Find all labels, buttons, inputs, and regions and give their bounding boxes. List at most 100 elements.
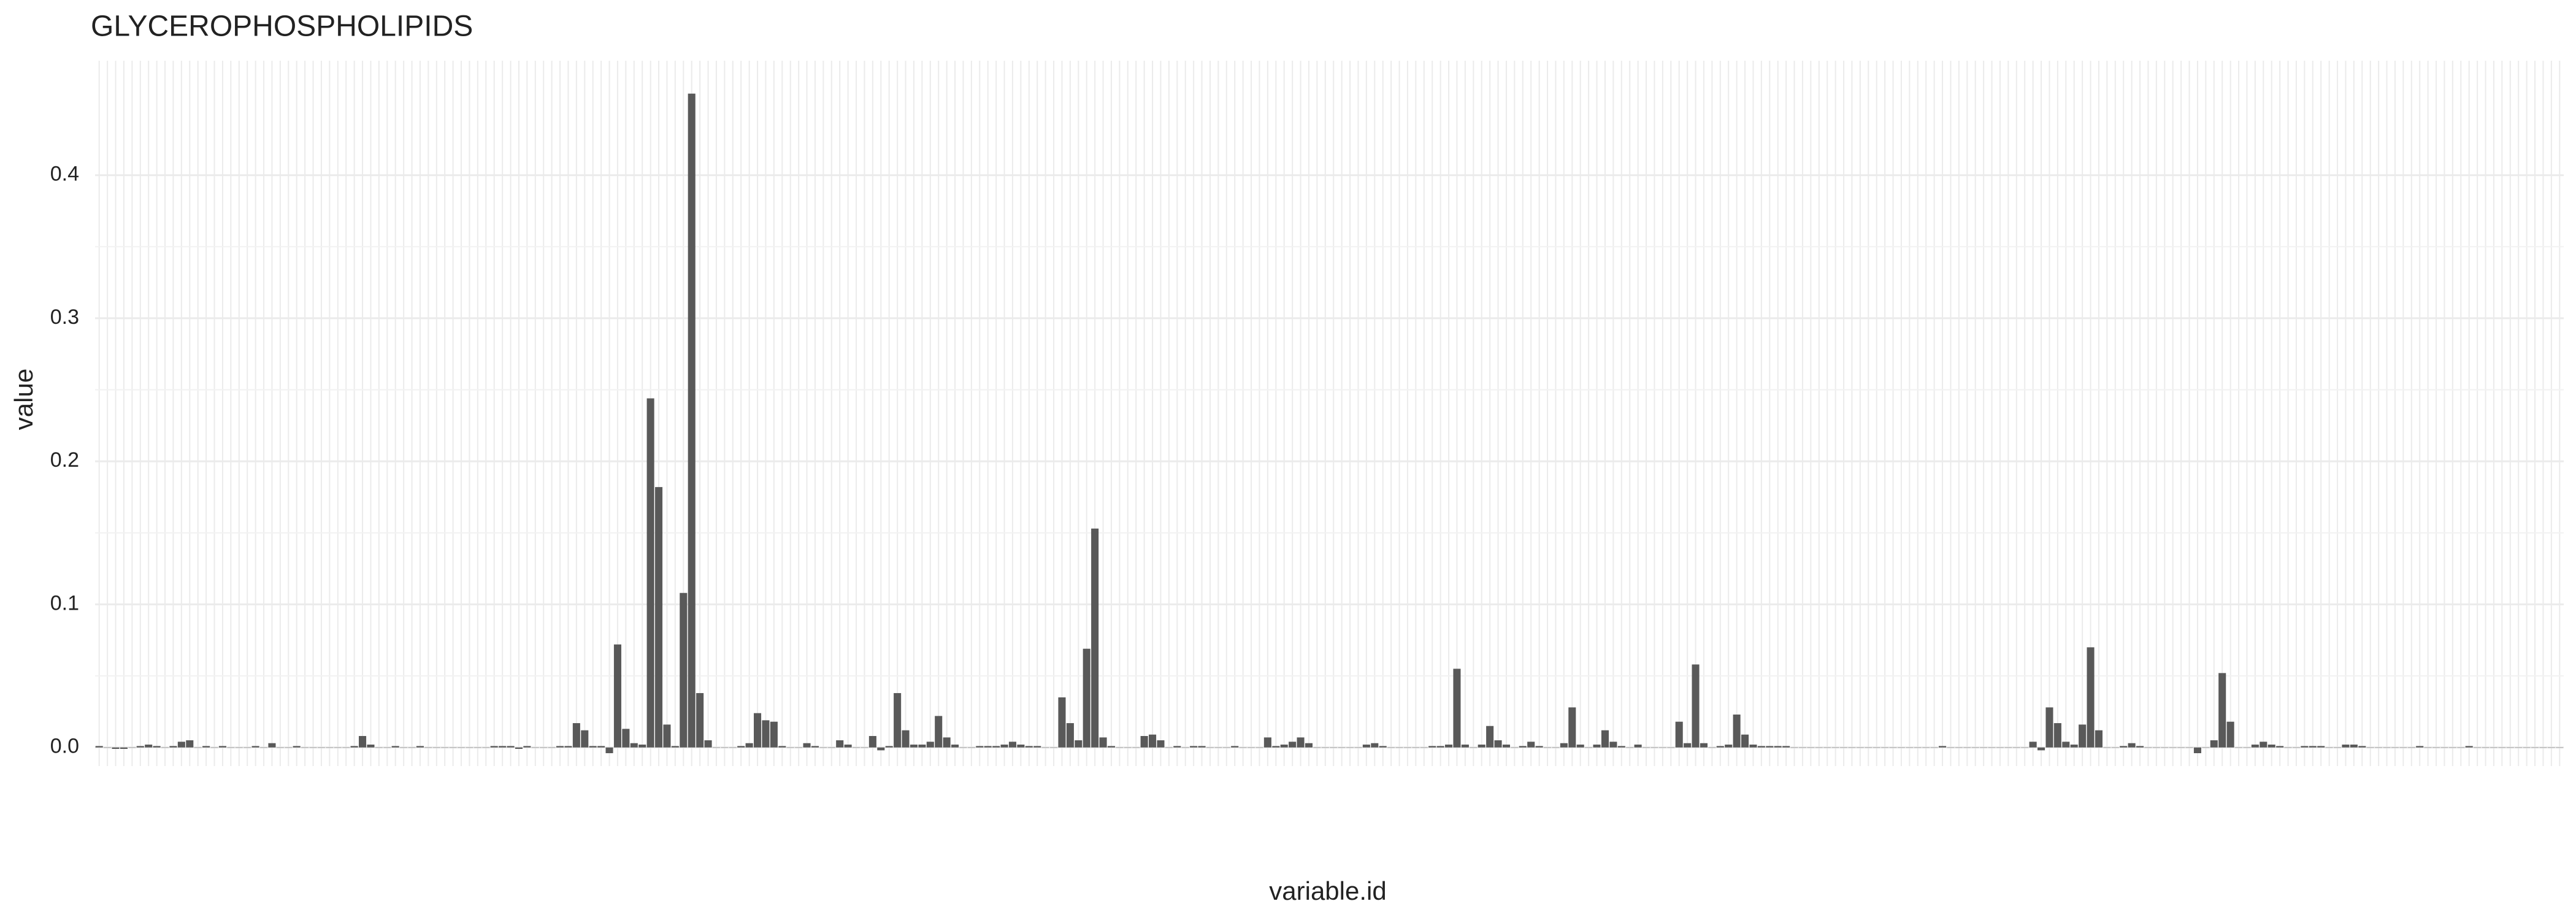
bar xyxy=(910,745,918,748)
bar xyxy=(1033,746,1041,748)
bar xyxy=(2350,745,2358,748)
bar xyxy=(2358,746,2366,748)
bar xyxy=(1766,746,1774,748)
grid xyxy=(95,61,2564,766)
bar xyxy=(2465,746,2473,748)
bar xyxy=(1107,746,1115,748)
bar xyxy=(1157,740,1165,748)
bar xyxy=(218,746,226,748)
bar xyxy=(2128,743,2136,748)
bar xyxy=(671,746,679,748)
bar xyxy=(1149,734,1157,748)
bar xyxy=(1371,743,1379,748)
bar xyxy=(169,746,177,748)
bar xyxy=(894,693,902,748)
bar xyxy=(1445,745,1453,748)
bar xyxy=(2301,746,2309,748)
bar xyxy=(2037,747,2045,751)
bar xyxy=(2276,746,2284,748)
y-tick-label: 0.0 xyxy=(50,735,79,758)
bar xyxy=(2029,742,2037,748)
bar xyxy=(523,746,531,748)
bar xyxy=(778,746,786,748)
bar xyxy=(902,730,910,748)
bar xyxy=(655,487,663,748)
bar xyxy=(868,736,876,748)
y-tick-label: 0.4 xyxy=(50,163,79,186)
bar xyxy=(770,721,778,748)
bar xyxy=(507,746,515,748)
bar xyxy=(1939,746,1947,748)
bar xyxy=(1297,737,1305,748)
bar xyxy=(877,747,885,751)
bar xyxy=(2218,673,2226,748)
bar xyxy=(1017,745,1025,748)
bar xyxy=(359,736,367,748)
bar xyxy=(95,746,103,748)
bar xyxy=(688,93,696,748)
bar xyxy=(1272,746,1280,748)
bar xyxy=(1634,745,1642,748)
bar xyxy=(1568,707,1576,748)
bar xyxy=(581,730,589,748)
y-tick-label: 0.3 xyxy=(50,305,79,329)
bar xyxy=(2045,707,2053,748)
bar xyxy=(367,745,375,748)
bars xyxy=(95,93,2564,754)
bar xyxy=(2210,740,2218,748)
bar xyxy=(1700,743,1708,748)
bar xyxy=(1025,746,1033,748)
bar xyxy=(1099,737,1107,748)
bar xyxy=(646,398,654,748)
bar xyxy=(844,745,852,748)
bar xyxy=(1692,664,1700,748)
bar xyxy=(754,713,762,748)
bar xyxy=(1749,745,1757,748)
bar xyxy=(1008,742,1016,748)
bar xyxy=(745,743,753,748)
bar xyxy=(1576,745,1584,748)
bar xyxy=(1173,746,1181,748)
bar xyxy=(2079,724,2087,748)
bar xyxy=(2267,745,2275,748)
bar xyxy=(112,747,120,749)
bar xyxy=(1428,746,1436,748)
bar xyxy=(885,746,893,748)
bar xyxy=(1601,730,1609,748)
bar xyxy=(1527,742,1535,748)
bar xyxy=(1066,723,1074,748)
bar xyxy=(268,743,276,748)
bar xyxy=(251,746,259,748)
bar xyxy=(1379,746,1387,748)
bar xyxy=(1617,746,1625,748)
bar xyxy=(120,747,128,749)
bar xyxy=(1609,742,1617,748)
bar xyxy=(1263,737,1271,748)
bar xyxy=(1478,745,1485,748)
bar xyxy=(1461,745,1469,748)
bar xyxy=(2120,746,2128,748)
bar xyxy=(1741,734,1749,748)
bar xyxy=(1593,745,1601,748)
y-tick-label: 0.1 xyxy=(50,591,79,615)
bar xyxy=(992,746,1000,748)
bar xyxy=(2136,746,2144,748)
bar xyxy=(680,592,688,748)
bar xyxy=(293,746,301,748)
bar xyxy=(836,740,844,748)
bar xyxy=(1675,721,1683,748)
bar xyxy=(1058,697,1066,748)
bar xyxy=(2260,742,2267,748)
bar xyxy=(1280,745,1288,748)
bar xyxy=(350,746,358,748)
bar xyxy=(1091,528,1099,748)
bar xyxy=(1733,715,1741,748)
bar xyxy=(186,740,194,748)
bar xyxy=(1684,743,1692,748)
bar xyxy=(1757,746,1765,748)
bar xyxy=(1486,726,1494,748)
bar xyxy=(515,747,523,749)
bar xyxy=(2087,647,2095,748)
bar xyxy=(696,693,704,748)
bar xyxy=(2062,742,2070,748)
